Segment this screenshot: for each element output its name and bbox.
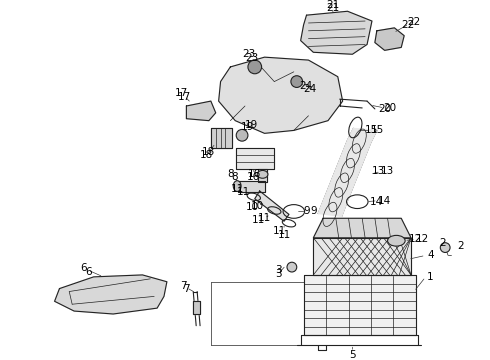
Polygon shape [301, 11, 372, 54]
Polygon shape [258, 170, 268, 182]
Polygon shape [375, 28, 404, 50]
Text: 2: 2 [458, 240, 464, 251]
Text: 15: 15 [371, 125, 385, 135]
Text: 1: 1 [427, 272, 434, 282]
Circle shape [291, 76, 303, 87]
Text: 4: 4 [427, 251, 434, 260]
Text: 16: 16 [248, 169, 261, 179]
Text: 11: 11 [231, 184, 244, 194]
Text: 15: 15 [365, 125, 378, 135]
Text: 24: 24 [303, 84, 316, 94]
Ellipse shape [233, 181, 241, 192]
Text: 23: 23 [245, 53, 258, 63]
Text: 6: 6 [85, 267, 92, 277]
Text: 19: 19 [241, 122, 254, 132]
Polygon shape [314, 238, 411, 275]
Text: 18: 18 [199, 150, 213, 160]
Text: 13: 13 [381, 166, 394, 176]
Text: 11: 11 [258, 213, 271, 223]
Text: 12: 12 [409, 234, 422, 244]
Text: 20: 20 [378, 104, 391, 114]
Text: 14: 14 [378, 196, 391, 206]
Text: 8: 8 [231, 172, 238, 182]
Text: 7: 7 [180, 281, 187, 291]
Polygon shape [304, 275, 416, 336]
Text: 17: 17 [175, 88, 188, 98]
Text: 2: 2 [439, 238, 445, 248]
Text: 9: 9 [303, 206, 310, 216]
Circle shape [236, 130, 248, 141]
Text: 10: 10 [251, 201, 264, 211]
Text: 11: 11 [277, 230, 291, 240]
Text: 11: 11 [272, 226, 286, 236]
Text: 19: 19 [245, 120, 258, 130]
Circle shape [287, 262, 297, 272]
Text: 20: 20 [383, 103, 396, 113]
Text: 11: 11 [236, 187, 250, 197]
Text: 13: 13 [372, 166, 386, 176]
Polygon shape [193, 301, 200, 314]
Polygon shape [236, 148, 274, 170]
Text: 7: 7 [183, 284, 190, 294]
Text: 12: 12 [416, 234, 429, 244]
Text: 8: 8 [227, 169, 234, 179]
Text: 6: 6 [80, 263, 87, 273]
Polygon shape [54, 275, 167, 314]
Text: 23: 23 [242, 49, 255, 59]
Polygon shape [211, 129, 232, 148]
Text: 11: 11 [252, 215, 265, 225]
Text: 21: 21 [326, 0, 340, 10]
Circle shape [441, 243, 450, 252]
Polygon shape [186, 101, 216, 121]
Text: 3: 3 [275, 265, 282, 275]
Text: 22: 22 [407, 17, 420, 27]
Polygon shape [318, 129, 377, 216]
Text: 5: 5 [349, 350, 356, 360]
Text: 24: 24 [299, 81, 312, 91]
Text: 21: 21 [326, 3, 340, 13]
Polygon shape [255, 191, 289, 221]
Text: 3: 3 [275, 269, 282, 279]
Text: 9: 9 [310, 206, 317, 216]
Polygon shape [219, 57, 343, 133]
Polygon shape [238, 181, 265, 192]
Text: 10: 10 [246, 202, 259, 212]
Text: 17: 17 [178, 92, 191, 102]
Polygon shape [314, 218, 411, 238]
Ellipse shape [388, 235, 405, 246]
Text: 18: 18 [202, 147, 216, 157]
Text: 14: 14 [370, 197, 384, 207]
Ellipse shape [257, 170, 268, 178]
Text: 16: 16 [247, 172, 260, 182]
Circle shape [248, 60, 262, 74]
Text: 22: 22 [401, 20, 415, 30]
